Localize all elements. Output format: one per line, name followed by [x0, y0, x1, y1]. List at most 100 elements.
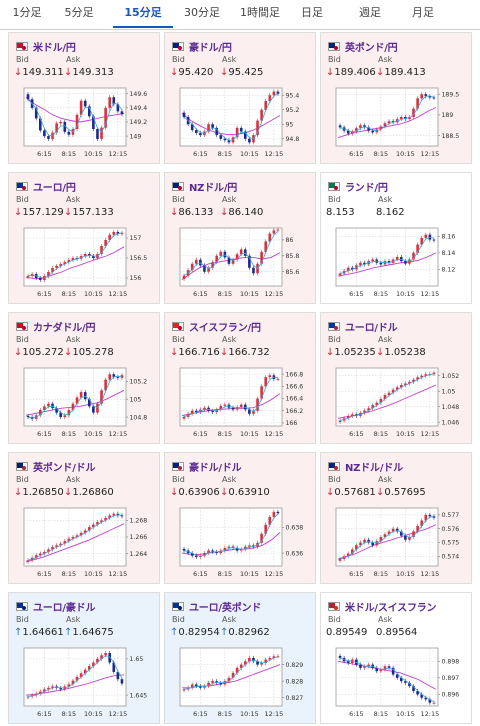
candle-body: [239, 664, 243, 668]
candle-body: [55, 123, 58, 133]
tab-monthly[interactable]: 月足: [412, 6, 434, 19]
candle-body: [63, 415, 67, 418]
x-tick-label: 10:15: [240, 710, 259, 718]
rate-card[interactable]: 豪ドル/円 Bid Ask ↓95.420 ↓95.425 6:15 8:15 10:15 12…: [164, 32, 316, 164]
chart-svg: 6:15 8:15 10:15 12:15 105.2 105 104.8: [23, 367, 147, 438]
bid-price: ↓105.272: [14, 347, 64, 358]
pair-title[interactable]: スイスフラン/円: [172, 319, 261, 334]
rate-card[interactable]: カナダドル/円 Bid Ask ↓105.272 ↓105.278 6:15 8:15 10:…: [8, 312, 160, 444]
price-chart[interactable]: 6:15 8:15 10:15 12:15 8.16 8.14 8.12: [326, 222, 466, 300]
candle-body: [83, 669, 87, 674]
tab-1hour[interactable]: 1時間足: [240, 6, 280, 19]
price-chart[interactable]: 6:15 8:15 10:15 12:15 1.268 1.266 1.264: [14, 502, 154, 580]
price-chart[interactable]: 6:15 8:15 10:15 12:15 105.2 105 104.8: [14, 362, 154, 440]
candle-body: [120, 515, 124, 517]
rate-card[interactable]: NZドル/ドル Bid Ask ↓0.57681 ↓0.57695 6:15 8:15 10:…: [320, 452, 472, 584]
price-chart[interactable]: 6:15 8:15 10:15 12:15 0.829 0.828 0.827: [170, 642, 310, 720]
tab-30min[interactable]: 30分足: [184, 6, 220, 19]
y-tick-label: 166.4: [286, 396, 304, 403]
pair-title[interactable]: ユーロ/ドル: [328, 319, 398, 334]
candle-body: [96, 129, 99, 139]
candle-body: [363, 410, 366, 413]
pair-title[interactable]: 米ドル/スイスフラン: [328, 599, 437, 614]
ask-price: ↓166.732: [220, 347, 270, 358]
pair-title[interactable]: 豪ドル/円: [172, 39, 232, 54]
pair-title[interactable]: ユーロ/英ポンド: [172, 599, 261, 614]
price-chart[interactable]: 6:15 8:15 10:15 12:15 0.577 0.576 0.575 0.574: [326, 502, 466, 580]
y-tick-label: 1.052: [442, 373, 460, 380]
tab-weekly[interactable]: 週足: [359, 6, 381, 19]
candle-body: [79, 100, 83, 115]
pair-title[interactable]: ユーロ/豪ドル: [16, 599, 95, 614]
price-chart[interactable]: 6:15 8:15 10:15 12:15 1.65 1.645: [14, 642, 154, 720]
chart-svg: 6:15 8:15 10:15 12:15 1.268 1.266 1.264: [23, 507, 147, 578]
price-chart[interactable]: 6:15 8:15 10:15 12:15 95.4 95.2 95 94.8: [170, 82, 310, 160]
price-chart[interactable]: 6:15 8:15 10:15 12:15 189.5 189 188.5: [326, 82, 466, 160]
tab-daily[interactable]: 日足: [301, 6, 323, 19]
moving-average-long-line: [25, 674, 125, 696]
ca-jp-flag-icon: [16, 321, 28, 331]
moving-average-long-line: [337, 252, 437, 277]
price-chart[interactable]: 6:15 8:15 10:15 12:15 157 156.5 156: [14, 222, 154, 300]
pair-title[interactable]: 豪ドル/ドル: [172, 459, 242, 474]
price-chart[interactable]: 6:15 8:15 10:15 12:15 0.898 0.897 0.896: [326, 642, 466, 720]
candle-body: [387, 666, 391, 668]
candle-body: [395, 674, 399, 678]
candle-body: [194, 130, 198, 133]
candle-body: [100, 390, 103, 404]
rate-card[interactable]: 米ドル/スイスフラン Bid Ask 0.89549 0.89564 6:15 8:15 10…: [320, 592, 472, 724]
pair-title[interactable]: ユーロ/円: [16, 179, 76, 194]
x-tick-label: 6:15: [349, 710, 364, 718]
tab-15min[interactable]: 15分足: [113, 0, 173, 28]
candle-body: [408, 381, 411, 384]
candle-body: [272, 91, 276, 96]
pair-title[interactable]: 英ポンド/ドル: [16, 459, 95, 474]
eu-au-flag-icon: [16, 601, 28, 611]
pair-title[interactable]: 米ドル/円: [16, 39, 76, 54]
candle-body: [404, 681, 407, 683]
price-chart[interactable]: 6:15 8:15 10:15 12:15 0.638 0.636: [170, 502, 310, 580]
rate-card[interactable]: 豪ドル/ドル Bid Ask ↓0.63906 ↓0.63910 6:15 8:15 10:1…: [164, 452, 316, 584]
rate-card[interactable]: ユーロ/円 Bid Ask ↓157.129 ↓157.133 6:15 8:15 10:15…: [8, 172, 160, 304]
tab-5min[interactable]: 5分足: [64, 6, 94, 19]
pair-title[interactable]: NZドル/円: [172, 179, 237, 194]
candle-body: [432, 372, 436, 375]
rate-card[interactable]: NZドル/円 Bid Ask ↓86.133 ↓86.140 6:15 8:15 10:15 1…: [164, 172, 316, 304]
pair-title[interactable]: NZドル/ドル: [328, 459, 403, 474]
rate-card[interactable]: 英ポンド/ドル Bid Ask ↓1.26850 ↓1.26860 6:15 8:15 10:…: [8, 452, 160, 584]
arrow-down-icon: ↓: [220, 207, 229, 218]
candle-body: [416, 377, 419, 380]
pair-title[interactable]: ランド/円: [328, 179, 388, 194]
x-tick-label: 12:15: [109, 290, 128, 298]
price-chart[interactable]: 6:15 8:15 10:15 12:15 1.052 1.05 1.048 1.046: [326, 362, 466, 440]
candle-body: [268, 657, 272, 660]
rate-card[interactable]: ランド/円 Bid Ask 8.153 8.162 6:15 8:15 10:15 12:15 8…: [320, 172, 472, 304]
rate-card[interactable]: スイスフラン/円 Bid Ask ↓166.716 ↓166.732 6:15 8:15 10…: [164, 312, 316, 444]
y-tick-label: 85.8: [286, 253, 300, 260]
rate-card[interactable]: 米ドル/円 Bid Ask ↓149.311 ↓149.313 6:15 8:15 10:15…: [8, 32, 160, 164]
nz-us-flag-icon: [328, 461, 340, 471]
price-chart[interactable]: 6:15 8:15 10:15 12:15 166.8 166.6 166.4 166.2 16…: [170, 362, 310, 440]
candle-body: [231, 259, 235, 264]
candle-body: [276, 511, 280, 514]
tab-1min[interactable]: 1分足: [12, 6, 42, 19]
moving-average-long-line: [181, 393, 281, 417]
rate-card[interactable]: ユーロ/豪ドル Bid Ask ↑1.64661 ↑1.64675 6:15 8:15 10:…: [8, 592, 160, 724]
rate-card[interactable]: 英ポンド/円 Bid Ask ↓189.406 ↓189.413 6:15 8:15 10:1…: [320, 32, 472, 164]
pair-title[interactable]: 英ポンド/円: [328, 39, 398, 54]
candle-body: [87, 399, 91, 407]
candle-body: [92, 524, 95, 528]
bid-price: ↓0.63906: [170, 487, 220, 498]
candle-body: [87, 106, 91, 117]
price-chart[interactable]: 6:15 8:15 10:15 12:15 149.6 149.4 149.2 149: [14, 82, 154, 160]
candle-body: [203, 265, 206, 272]
rate-card[interactable]: ユーロ/英ポンド Bid Ask ↑0.82954 ↑0.82962 6:15 8:15 10…: [164, 592, 316, 724]
rate-card[interactable]: ユーロ/ドル Bid Ask ↓1.05235 ↓1.05238 6:15 8:15 10:1…: [320, 312, 472, 444]
bid-price-value: 8.153: [326, 207, 355, 218]
price-chart[interactable]: 6:15 8:15 10:15 12:15 86 85.8 85.6: [170, 222, 310, 300]
candle-body: [248, 657, 251, 662]
pair-title[interactable]: カナダドル/円: [16, 319, 95, 334]
ask-price: ↓95.425: [220, 67, 263, 78]
chart-svg: 6:15 8:15 10:15 12:15 166.8 166.6 166.4 166.2 16…: [179, 367, 304, 438]
x-tick-label: 8:15: [218, 290, 233, 298]
